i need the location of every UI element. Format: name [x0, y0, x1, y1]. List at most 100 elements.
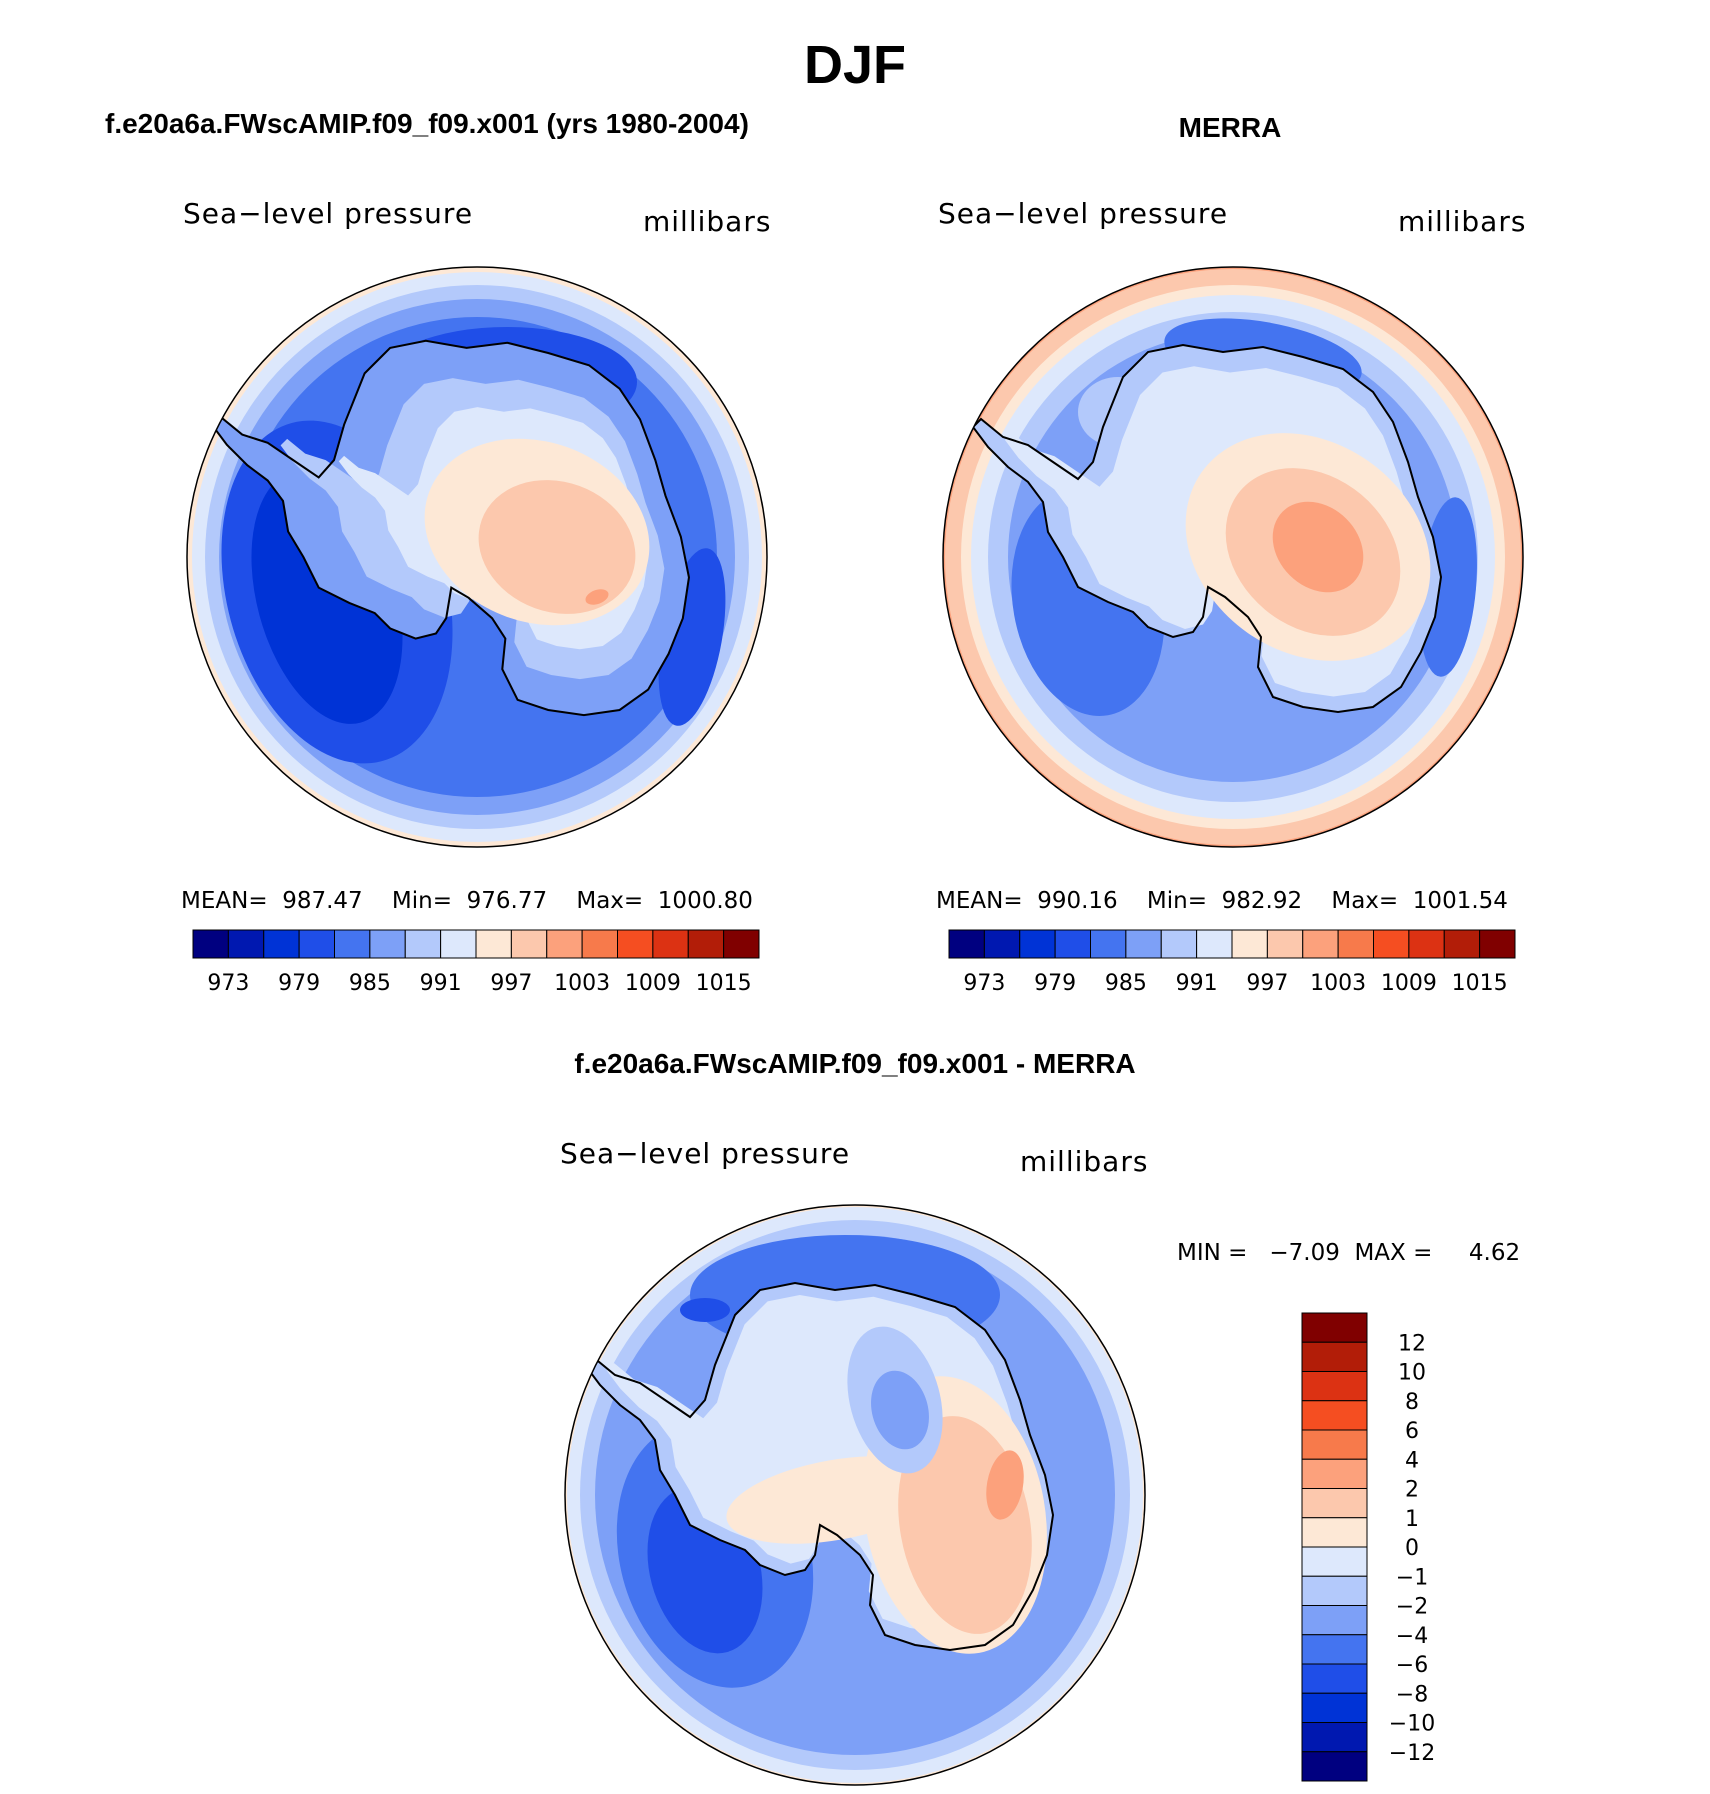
colorbar-tick-label: 1003 [1310, 971, 1366, 996]
colorbar-box [581, 929, 618, 959]
colorbar-box [1301, 1517, 1368, 1548]
panel3-stats: MIN = −7.09 MAX = 4.62 [1177, 1240, 1521, 1266]
colorbar-box [1479, 929, 1516, 959]
colorbar-box [723, 929, 760, 959]
colorbar-tick-label: 1015 [696, 971, 752, 996]
panel2-units: millibars [1398, 205, 1527, 238]
colorbar-tick-label: 985 [349, 971, 391, 996]
panel2-title: MERRA [1178, 112, 1282, 143]
colorbar-box [263, 929, 300, 959]
colorbar-box [948, 929, 985, 959]
colorbar-box [1090, 929, 1127, 959]
panel3-map [564, 1204, 1146, 1786]
colorbar-box [546, 929, 583, 959]
colorbar-tick-label: −10 [1389, 1712, 1435, 1737]
colorbar-tick-label: 979 [1034, 971, 1076, 996]
panel2-stats: MEAN= 990.16 Min= 982.92 Max= 1001.54 [936, 888, 1508, 914]
colorbar-tick-label: −1 [1396, 1565, 1428, 1590]
colorbar-tick-label: 4 [1405, 1448, 1419, 1473]
map-boundary [186, 266, 768, 848]
colorbar-box [1054, 929, 1091, 959]
colorbar-box [1443, 929, 1481, 959]
colorbar-box [1301, 1400, 1368, 1431]
colorbar-tick-label: 2 [1405, 1478, 1419, 1503]
colorbar-tick-label: −2 [1396, 1595, 1428, 1620]
colorbar-box [1301, 1429, 1368, 1460]
colorbar-box [192, 929, 229, 959]
contour-region [1272, 501, 1364, 593]
colorbar-box [1408, 929, 1445, 959]
colorbar-box [1301, 1312, 1368, 1343]
colorbar-box [440, 929, 477, 959]
colorbar-box [983, 929, 1021, 959]
colorbar-tick-label: 8 [1405, 1390, 1419, 1415]
panel2-map [942, 266, 1524, 848]
colorbar-tick-label: −6 [1396, 1653, 1428, 1678]
colorbar-tick-label: 1009 [1381, 971, 1437, 996]
colorbar-box [652, 929, 689, 959]
colorbar-tick-label: −12 [1389, 1741, 1435, 1766]
colorbar-box [1301, 1722, 1368, 1753]
contour-region [478, 480, 636, 614]
panel1-stats: MEAN= 987.47 Min= 976.77 Max= 1000.80 [181, 888, 753, 914]
colorbar-box [1301, 1371, 1368, 1402]
colorbar-tick-label: 1015 [1452, 971, 1508, 996]
colorbar-tick-label: 991 [1176, 971, 1218, 996]
panel1-colorbar: 973 979 985 991 997 1003 1009 1015 [192, 929, 760, 996]
panel1-map [186, 266, 768, 848]
colorbar-tick-label: 973 [963, 971, 1005, 996]
colorbar-tick-label: 973 [207, 971, 249, 996]
colorbar-tick-label: 997 [490, 971, 532, 996]
contour-region [986, 1450, 1024, 1520]
panel1-title: f.e20a6a.FWscAMIP.f09_f09.x001 (yrs 1980… [105, 108, 749, 139]
panel2-colorbar: 973 979 985 991 997 1003 1009 1015 [948, 929, 1516, 996]
colorbar-tick-label: 6 [1405, 1419, 1419, 1444]
map-fill [187, 267, 767, 847]
map-fill [565, 1205, 1145, 1785]
colorbar-box [1301, 1605, 1368, 1636]
colorbar-box [298, 929, 335, 959]
colorbar-box [1160, 929, 1198, 959]
contour-region [680, 1298, 730, 1322]
colorbar-tick-label: 991 [420, 971, 462, 996]
colorbar-box [1266, 929, 1304, 959]
colorbar-box [1301, 1546, 1368, 1577]
colorbar-box [617, 929, 654, 959]
contour-region [871, 1370, 929, 1450]
colorbar-box [334, 929, 371, 959]
colorbar-tick-label: 12 [1398, 1331, 1426, 1356]
colorbar-tick-label: 985 [1105, 971, 1147, 996]
colorbar-tick-label: 997 [1246, 971, 1288, 996]
colorbar-tick-label: 979 [278, 971, 320, 996]
colorbar-box [1302, 929, 1339, 959]
colorbar-box [1301, 1458, 1368, 1489]
colorbar-tick-label: 0 [1405, 1536, 1419, 1561]
contour-region [585, 589, 609, 605]
colorbar-tick-label: 1003 [554, 971, 610, 996]
colorbar-tick-label: −8 [1396, 1682, 1428, 1707]
colorbar-box [227, 929, 265, 959]
panel1-units: millibars [643, 205, 772, 238]
colorbar-box [1337, 929, 1374, 959]
colorbar-box [1231, 929, 1268, 959]
colorbar-box [1301, 1575, 1368, 1606]
colorbar-box [1301, 1751, 1368, 1782]
panel3-variable: Sea−level pressure [560, 1137, 851, 1170]
colorbar-box [475, 929, 512, 959]
colorbar-box [1019, 929, 1056, 959]
colorbar-box [404, 929, 442, 959]
colorbar-tick-label: −4 [1396, 1624, 1428, 1649]
panel1-variable: Sea−level pressure [183, 197, 474, 230]
colorbar-box [1301, 1488, 1368, 1519]
colorbar-box [687, 929, 725, 959]
colorbar-box [1196, 929, 1233, 959]
map-fill [943, 267, 1523, 847]
map-boundary [942, 266, 1524, 848]
panel3-title: f.e20a6a.FWscAMIP.f09_f09.x001 - MERRA [574, 1048, 1136, 1079]
colorbar-box [1125, 929, 1162, 959]
colorbar-box [1301, 1663, 1368, 1694]
colorbar-tick-label: 1 [1405, 1507, 1419, 1532]
colorbar-box [1301, 1634, 1368, 1665]
